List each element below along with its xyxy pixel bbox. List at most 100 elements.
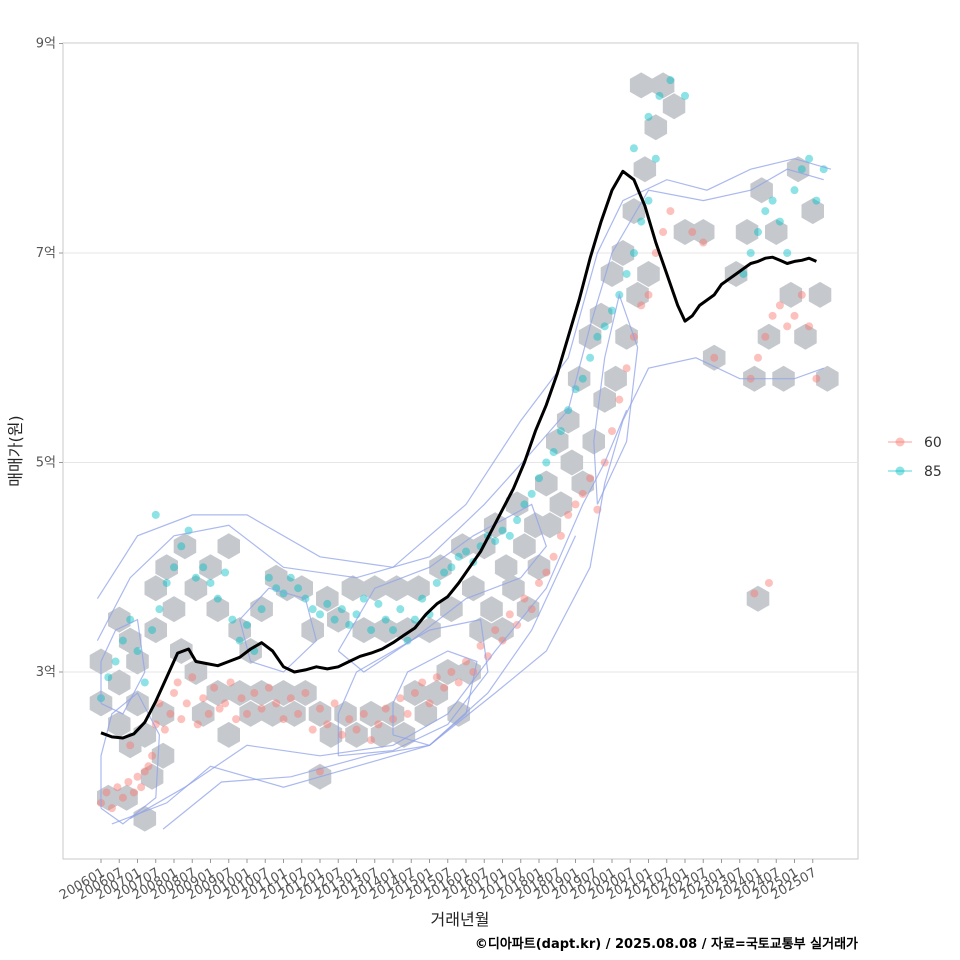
hexbin-cell (546, 428, 569, 455)
y-tick-label: 3억 (36, 665, 56, 680)
hexbin-cell (374, 617, 397, 644)
point-85 (505, 531, 514, 540)
point-85 (608, 306, 616, 315)
hexbin-cell (184, 659, 208, 685)
hexbin-cell (151, 700, 175, 727)
hexbin-cell (228, 680, 251, 706)
point-85 (644, 112, 653, 121)
hexbin-cell (765, 219, 788, 245)
legend-label-85: 85 (924, 464, 942, 480)
point-60 (118, 793, 127, 802)
point-85 (681, 91, 689, 100)
point-85 (206, 578, 215, 587)
point-60 (210, 683, 219, 692)
point-60 (124, 777, 133, 786)
point-85 (637, 217, 646, 226)
hexbin-layer (89, 72, 839, 832)
point-60 (637, 301, 646, 310)
hexbin-cell (662, 93, 686, 120)
point-85 (235, 636, 244, 645)
point-60 (768, 311, 777, 320)
source-caption: ©디아파트(dapt.kr) / 2025.08.08 / 자료=국토교통부 실… (474, 937, 858, 952)
hexbin-cell (341, 575, 365, 602)
hexbin-cell (779, 281, 803, 308)
point-60 (761, 332, 770, 341)
point-85 (264, 573, 273, 582)
density-contour (162, 535, 577, 830)
point-60 (308, 725, 317, 734)
point-60 (286, 694, 295, 703)
point-60 (797, 290, 806, 299)
point-85 (549, 448, 558, 457)
hexbin-cell (692, 219, 715, 245)
hexbin-cell (502, 575, 525, 602)
point-85 (359, 594, 368, 603)
legend-label-60: 60 (924, 435, 942, 451)
hexbin-cell (527, 554, 551, 581)
hexbin-cell (425, 680, 449, 706)
point-60 (352, 725, 361, 734)
point-60 (615, 395, 624, 404)
point-85 (746, 249, 755, 257)
hexbin-cell (155, 554, 178, 581)
hexbin-cell (392, 721, 416, 748)
hexbin-cell (633, 156, 657, 183)
point-60 (564, 510, 573, 519)
point-85 (761, 207, 770, 216)
hexbin-cell (283, 700, 306, 727)
hexbin-cell (115, 784, 138, 811)
point-85 (447, 563, 456, 572)
hexbin-cell (505, 491, 529, 518)
point-85 (221, 568, 230, 577)
point-60 (608, 427, 616, 436)
hexbin-cell (206, 596, 230, 623)
point-60 (396, 694, 405, 703)
point-60 (215, 704, 224, 713)
point-60 (182, 699, 191, 708)
point-60 (359, 709, 368, 718)
hexbin-cell (436, 659, 459, 685)
density-contour (100, 618, 146, 715)
density-contour (96, 168, 824, 641)
plot-panel (62, 42, 859, 860)
hexbin-cell (494, 554, 518, 581)
point-85 (330, 615, 339, 624)
hexbin-cell (750, 177, 773, 204)
density-contour (96, 158, 832, 600)
point-60 (113, 783, 122, 792)
point-60 (107, 804, 116, 813)
hexbin-cell (118, 627, 142, 654)
hexbin-cell (626, 281, 649, 308)
point-85 (600, 322, 609, 331)
point-85 (177, 542, 186, 551)
hexbin-cell (250, 680, 273, 706)
hexbin-cell (217, 533, 240, 560)
hexbin-cell (786, 156, 810, 183)
trend-line (100, 169, 818, 740)
point-85 (783, 249, 792, 257)
point-85 (316, 610, 324, 619)
point-60 (425, 699, 434, 708)
point-60 (710, 353, 719, 362)
density-contour (239, 587, 318, 673)
point-85 (148, 626, 157, 635)
density-contour (111, 357, 824, 825)
hexbin-cell (191, 700, 215, 727)
hexbin-cell (290, 575, 313, 602)
point-60 (812, 374, 821, 383)
hexbin-cell (206, 680, 230, 706)
hexbin-cell (334, 700, 357, 727)
y-axis: 3억 5억 7억 9억 (36, 37, 63, 680)
point-60 (367, 736, 376, 745)
point-85 (797, 165, 806, 174)
point-85 (126, 615, 135, 624)
point-85 (666, 76, 675, 85)
point-85 (418, 594, 427, 603)
hexbin-cell (556, 407, 580, 434)
point-85 (586, 353, 595, 362)
hexbin-cell (746, 585, 770, 612)
point-60 (264, 683, 273, 692)
point-85 (754, 228, 762, 237)
point-85 (323, 599, 332, 608)
point-85 (535, 474, 543, 483)
